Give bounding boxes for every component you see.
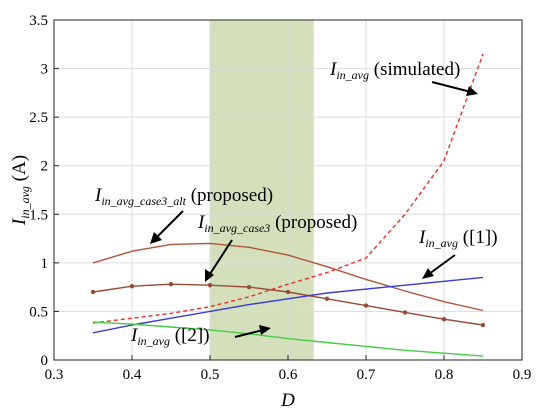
series-line-ref2 [92, 321, 484, 357]
annotation-ref1: Iin_avg ([1]) [418, 227, 498, 250]
x-tick-label: 0.5 [201, 367, 220, 383]
annotations: Iin_avg (simulated) Iin_avg_case3_alt (p… [94, 59, 498, 348]
axis-ticks: 0.3 0.4 0.5 0.6 0.7 0.8 0.9 0 0.5 1 1.5 2 2.5 3 3.5 [29, 13, 531, 383]
y-tick-label: 1 [41, 256, 49, 272]
series-point-case3 [441, 317, 447, 322]
series-point-case3 [324, 296, 330, 301]
series-point-case3 [363, 303, 369, 308]
series-point-case3 [246, 284, 252, 290]
arrow-simulated-head [466, 86, 478, 96]
arrow-case3-alt-head [150, 232, 162, 244]
arrow-ref2 [234, 329, 264, 338]
y-tick-label: 1.5 [29, 207, 48, 223]
x-tick-label: 0.8 [435, 367, 454, 383]
y-axis-label: Iin_avg (A) [9, 155, 32, 226]
series-layer [90, 53, 486, 357]
y-axis-label-main: I [9, 217, 30, 226]
arrow-ref1 [428, 254, 456, 275]
y-tick-label: 3 [41, 62, 49, 78]
y-tick-label: 2 [41, 159, 49, 175]
arrow-case3-alt [155, 210, 184, 239]
y-axis-label-unit: (A) [9, 155, 30, 186]
x-tick-label: 0.4 [123, 367, 142, 383]
x-tick-label: 0.7 [357, 367, 376, 383]
arrow-ref2-head [259, 325, 271, 335]
series-line-simulated [92, 53, 484, 324]
series-point-case3 [285, 289, 291, 295]
y-tick-label: 0 [41, 353, 49, 369]
arrow-case3-head [205, 269, 214, 282]
series-line-ref1 [92, 276, 484, 334]
annotation-simulated: Iin_avg (simulated) [329, 59, 460, 82]
y-tick-label: 2.5 [29, 110, 48, 126]
annotation-ref2: Iin_avg ([2]) [130, 325, 210, 348]
arrow-ref1-head [422, 268, 434, 279]
svg-text:Iin_avg (A): Iin_avg (A) [9, 155, 32, 226]
x-tick-label: 0.6 [279, 367, 298, 383]
y-axis-label-sub: in_avg [18, 186, 32, 219]
annotation-case3: Iin_avg_case3 (proposed) [197, 212, 357, 235]
series-point-case3 [207, 283, 213, 288]
series-point-case3 [480, 322, 486, 328]
arrow-case3 [209, 239, 233, 275]
series-point-case3 [129, 283, 135, 289]
x-tick-label: 0.9 [513, 367, 532, 383]
series-point-case3 [168, 282, 174, 287]
y-tick-label: 3.5 [29, 13, 48, 29]
arrow-simulated [431, 81, 472, 93]
series-point-case3 [402, 310, 408, 315]
y-tick-label: 0.5 [29, 304, 48, 320]
series-line-case3_alt [92, 242, 484, 312]
annotation-case3-alt: Iin_avg_case3_alt (proposed) [94, 185, 273, 208]
x-axis-label: D [280, 390, 295, 411]
x-tick-label: 0.3 [45, 367, 64, 383]
series-point-case3 [90, 289, 96, 295]
